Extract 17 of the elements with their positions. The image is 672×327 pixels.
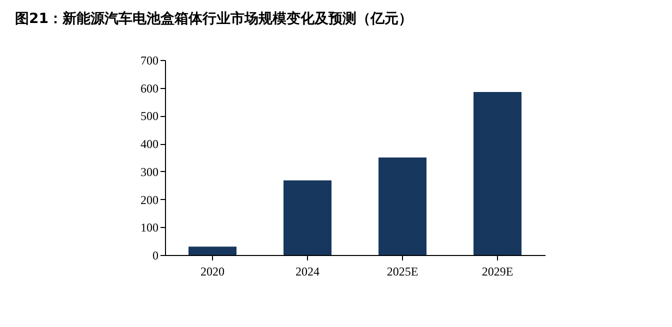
y-tick-label: 600 bbox=[140, 81, 158, 96]
y-tick-label: 100 bbox=[140, 220, 158, 235]
x-tick-label: 2020 bbox=[200, 264, 224, 278]
y-tick-label: 200 bbox=[140, 192, 158, 207]
bar bbox=[474, 92, 522, 255]
bar bbox=[188, 246, 236, 255]
y-tick-label: 700 bbox=[140, 54, 158, 68]
x-tick-label: 2029E bbox=[482, 264, 514, 278]
bar bbox=[378, 158, 426, 255]
x-tick-label: 2024 bbox=[296, 264, 320, 278]
y-tick-label: 400 bbox=[140, 137, 158, 152]
y-tick-label: 300 bbox=[140, 164, 158, 179]
x-tick-label: 2025E bbox=[386, 264, 418, 278]
y-tick-label: 500 bbox=[140, 109, 158, 124]
bar bbox=[284, 180, 332, 255]
y-tick-label: 0 bbox=[152, 248, 158, 262]
chart-title: 图21：新能源汽车电池盒箱体行业市场规模变化及预测（亿元） bbox=[15, 10, 412, 27]
